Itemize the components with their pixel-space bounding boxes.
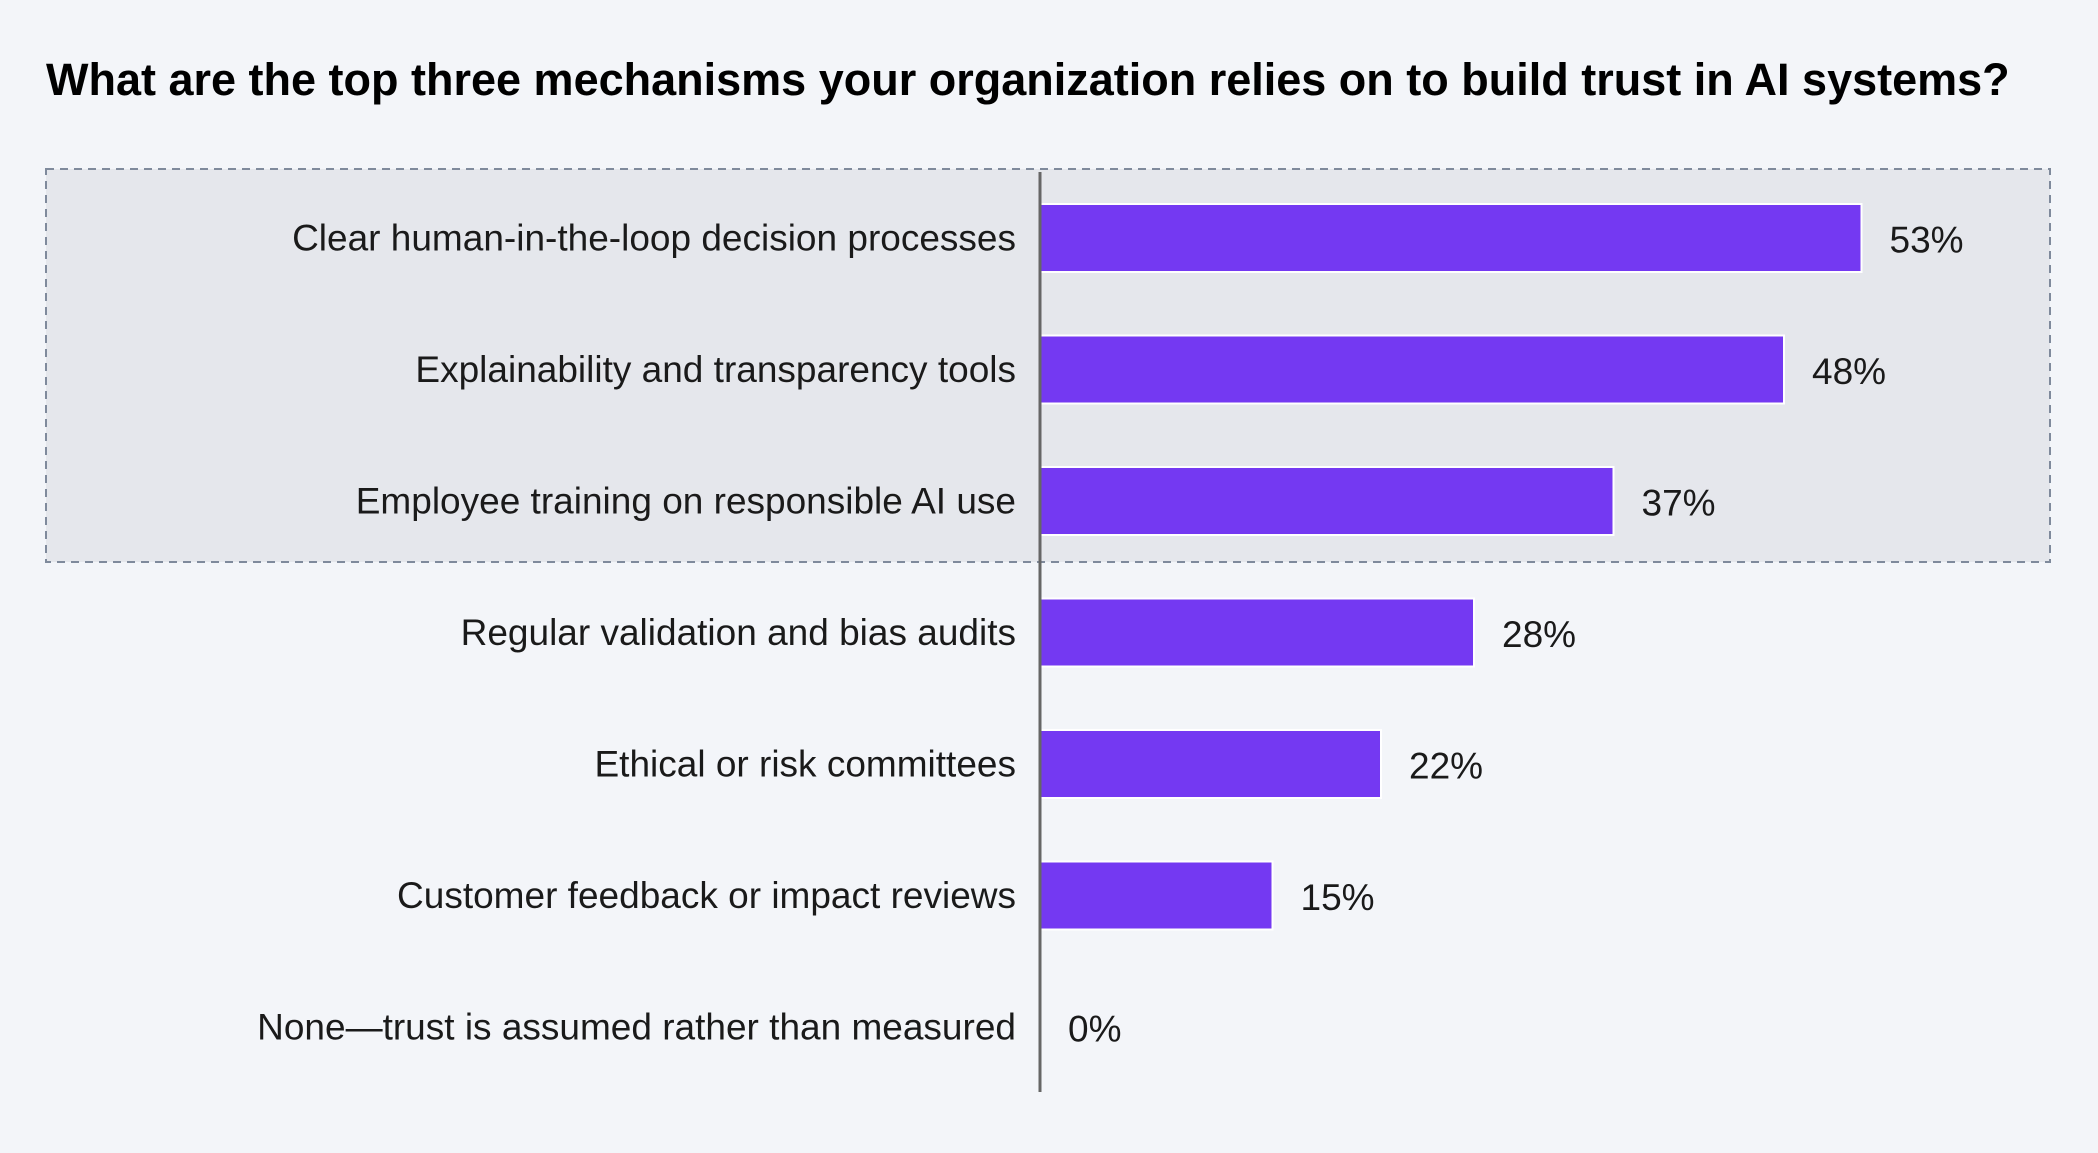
bar <box>1039 203 1863 273</box>
value-label: 28% <box>1502 614 1576 655</box>
category-label: Employee training on responsible AI use <box>356 481 1016 522</box>
category-label: None—trust is assumed rather than measur… <box>257 1007 1016 1048</box>
category-label: Ethical or risk committees <box>595 744 1017 785</box>
value-label: 15% <box>1301 877 1375 918</box>
bar <box>1039 860 1274 931</box>
chart-title: What are the top three mechanisms your o… <box>46 54 2010 105</box>
value-label: 0% <box>1068 1009 1121 1050</box>
value-label: 37% <box>1642 483 1716 524</box>
bar <box>1039 334 1785 405</box>
value-label: 53% <box>1890 220 1964 261</box>
value-label: 22% <box>1409 746 1483 787</box>
bars-group <box>1039 203 1863 931</box>
value-labels-group: 53% 48% 37% 28% 22% 15% 0% <box>1068 220 1964 1050</box>
category-label: Regular validation and bias audits <box>461 612 1016 653</box>
category-label: Customer feedback or impact reviews <box>397 875 1016 916</box>
bar <box>1039 729 1382 799</box>
value-label: 48% <box>1812 351 1886 392</box>
bar <box>1039 466 1615 536</box>
category-label: Explainability and transparency tools <box>415 349 1016 390</box>
bar <box>1039 597 1475 668</box>
category-label: Clear human-in-the-loop decision process… <box>292 218 1016 259</box>
category-labels-group: Clear human-in-the-loop decision process… <box>257 218 1016 1048</box>
